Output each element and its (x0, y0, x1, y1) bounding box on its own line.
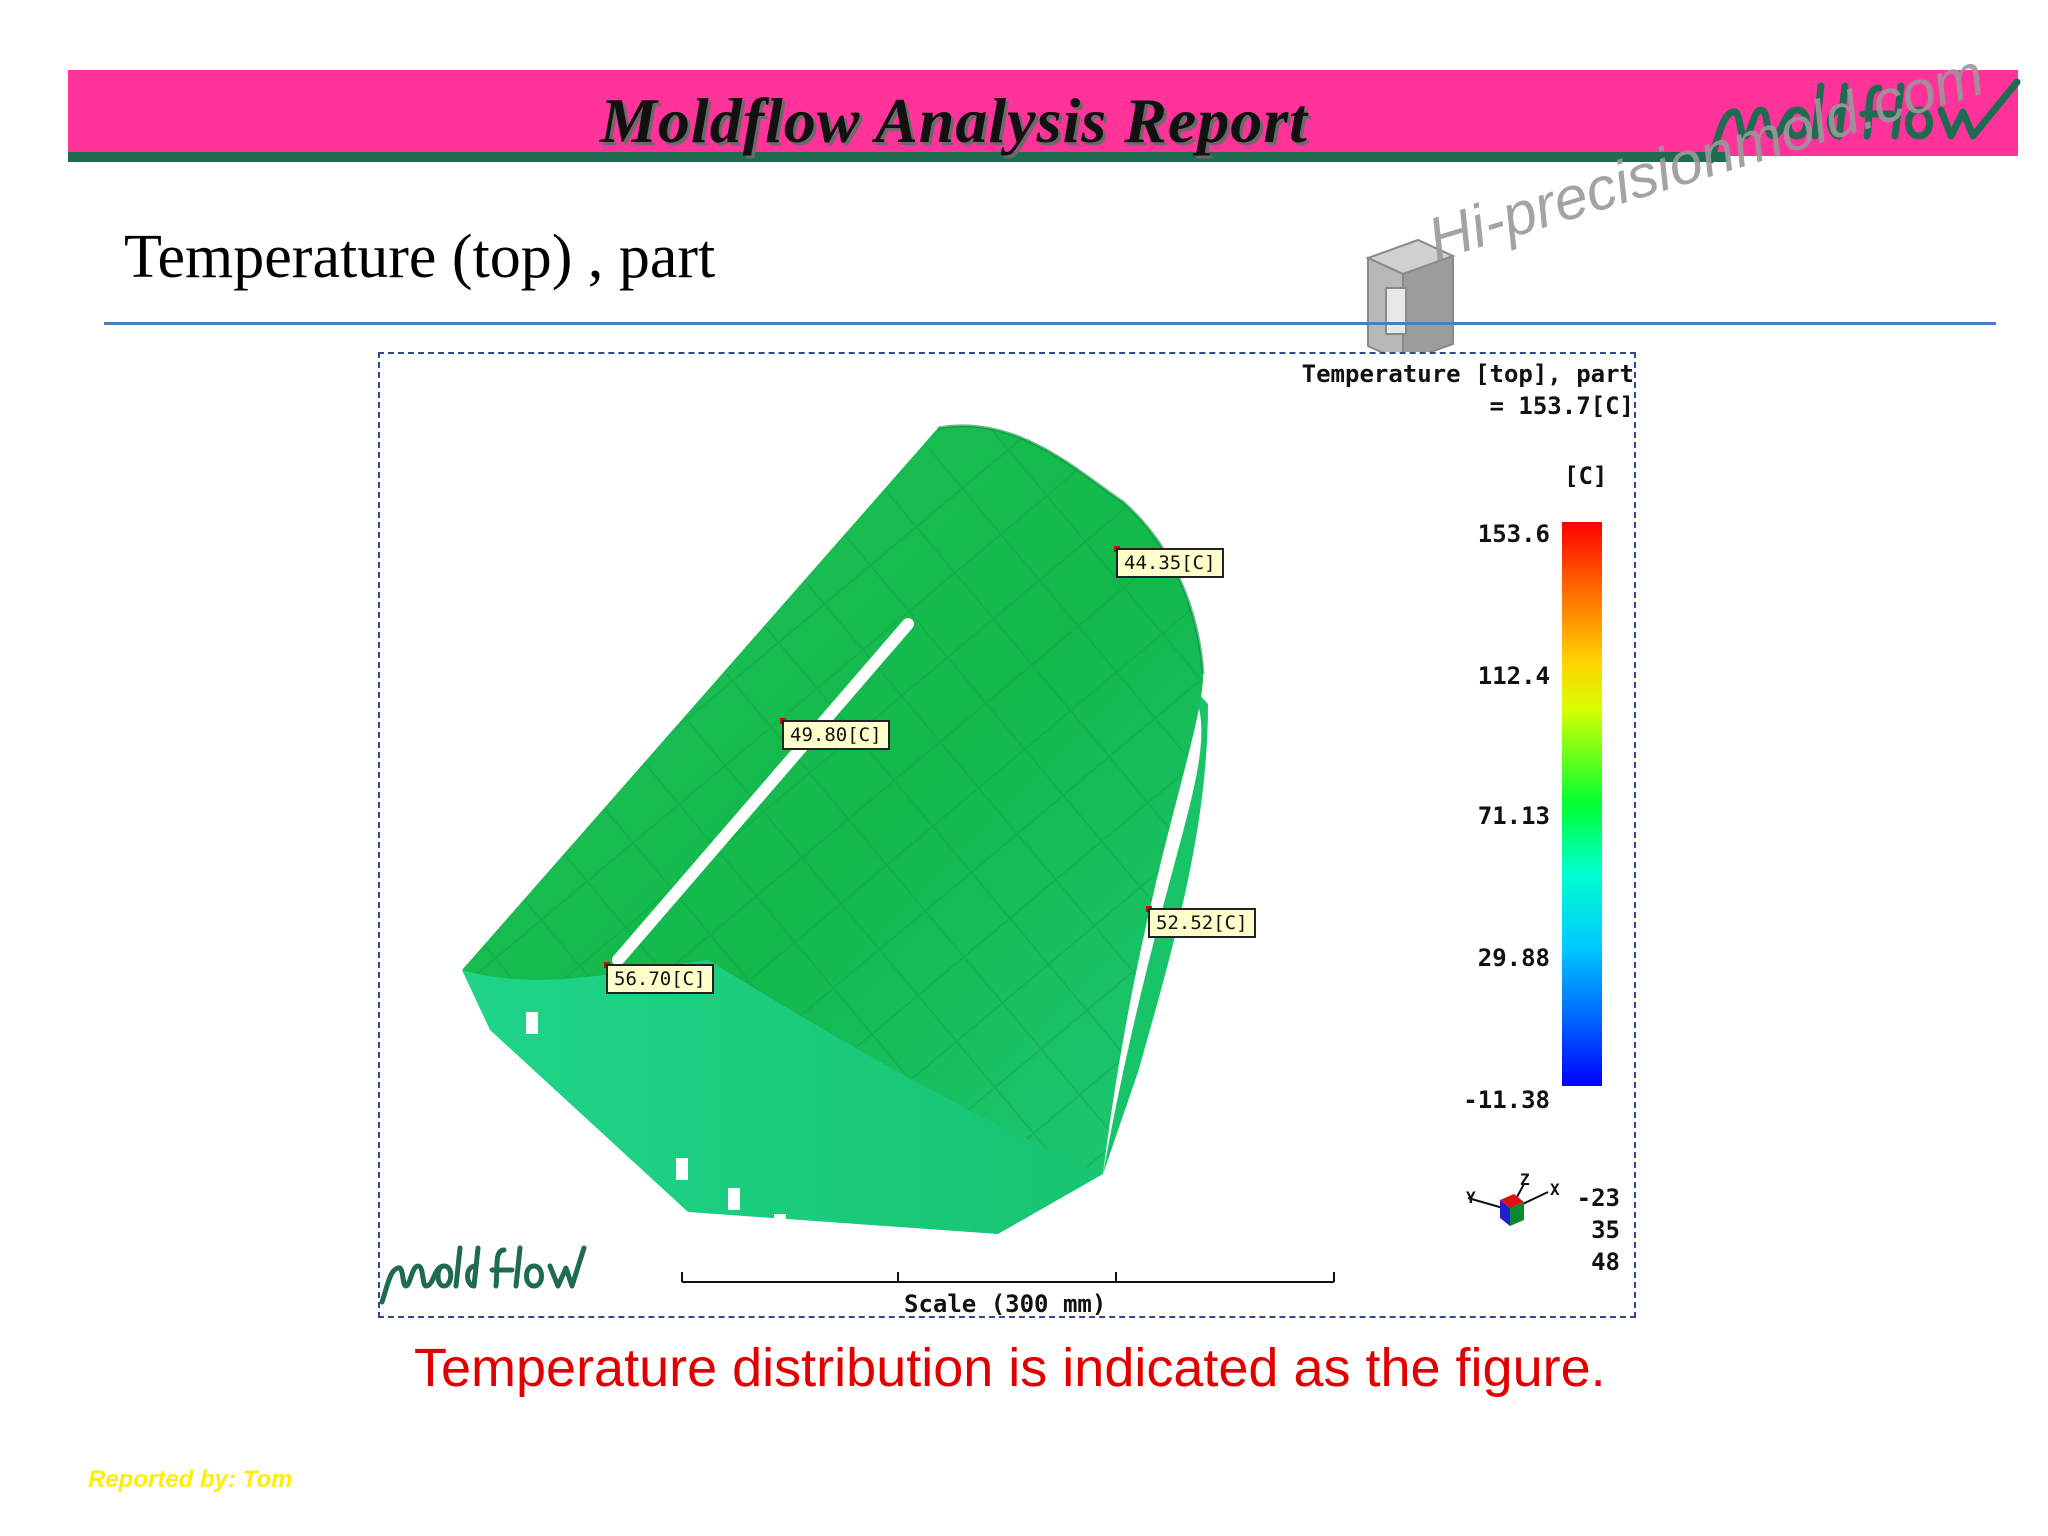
scale-label: Scale (300 mm) (904, 1290, 1107, 1318)
colorbar-tick: 112.4 (1477, 662, 1550, 690)
triad-axis-label: X (1550, 1180, 1560, 1199)
header-band (68, 70, 2018, 156)
view-angle: 35 (1591, 1216, 1620, 1244)
plot-max-value: = 153.7[C] (1489, 392, 1635, 420)
report-title: Moldflow Analysis Report (600, 85, 1308, 156)
probe-label: 56.70[C] (606, 964, 714, 994)
view-angle: -23 (1576, 1184, 1620, 1212)
plot-title: Temperature [top], part (1301, 360, 1634, 388)
colorbar-unit: [C] (1564, 462, 1608, 490)
mold-cube-icon (1365, 238, 1456, 364)
view-angle: 48 (1591, 1248, 1620, 1276)
slide-title: Temperature (top) , part (124, 223, 716, 291)
probe-label: 49.80[C] (782, 720, 890, 750)
colorbar-tick: 29.88 (1477, 944, 1550, 972)
colorbar-tick: 71.13 (1477, 802, 1550, 830)
scale-bar (681, 1272, 1335, 1283)
probe-label: 52.52[C] (1148, 908, 1256, 938)
header-rule (68, 152, 1728, 162)
title-divider (104, 322, 1996, 325)
probe-label: 44.35[C] (1116, 548, 1224, 578)
slide-caption: Temperature distribution is indicated as… (414, 1338, 1606, 1398)
triad-axis-label: Y (1466, 1188, 1476, 1207)
moldflow-logo-icon (1707, 78, 2021, 164)
colorbar (1562, 522, 1602, 1086)
part-render (462, 424, 1208, 1236)
colorbar-tick: -11.38 (1463, 1086, 1550, 1114)
reporter-credit: Reported by: Tom (88, 1466, 293, 1493)
triad-axis-label: Z (1520, 1170, 1530, 1189)
colorbar-tick: 153.6 (1477, 520, 1550, 548)
axis-triad-icon (1467, 1183, 1549, 1226)
moldflow-logo-icon (379, 1245, 587, 1305)
